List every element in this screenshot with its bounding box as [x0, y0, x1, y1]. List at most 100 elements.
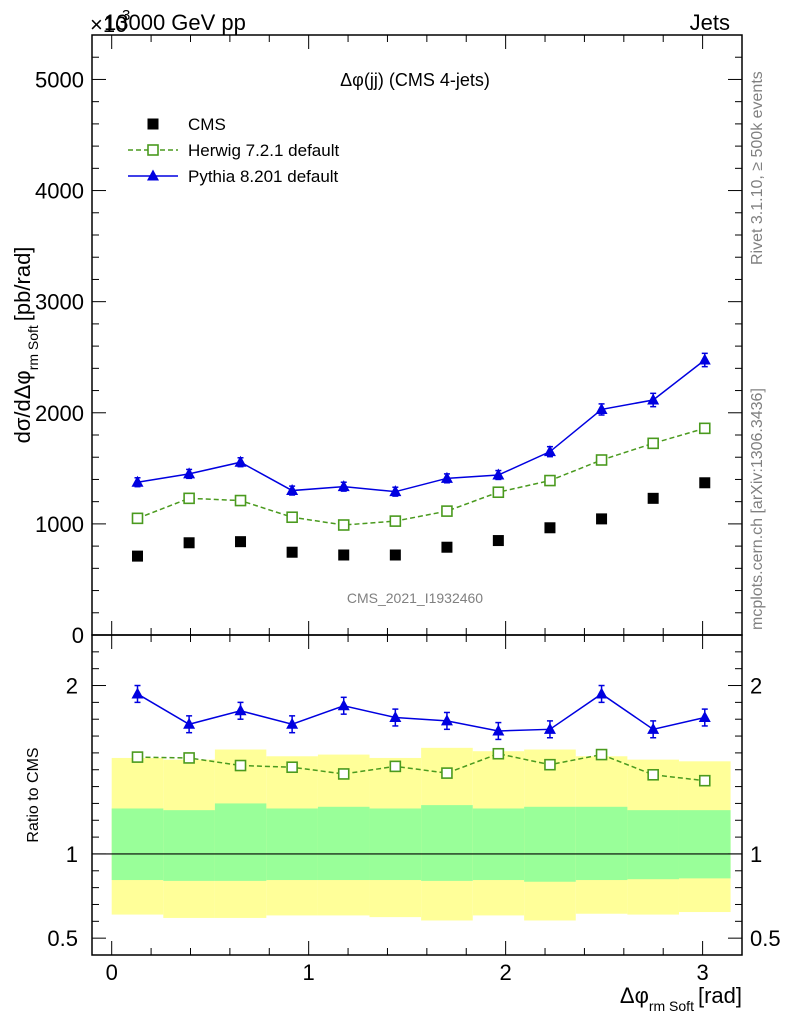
exponent-power: 3: [122, 7, 130, 24]
ratio-frame: [91, 634, 743, 956]
main-point: [647, 437, 659, 450]
main-ytick-label: 4000: [35, 179, 84, 204]
ratio-xlabel: Δφrm Soft [rad]: [620, 983, 742, 1014]
ratio-point: [543, 722, 556, 734]
band-bin: [627, 810, 679, 880]
exponent-prefix: ×10: [90, 12, 127, 37]
legend-label: CMS: [188, 115, 226, 134]
band-bin: [369, 808, 422, 881]
band-bin: [317, 806, 370, 881]
legend-label: Herwig 7.2.1 default: [188, 141, 339, 160]
ratio-point: [286, 761, 298, 774]
ratio-point: [698, 774, 711, 787]
main-ytick-label: 3000: [35, 290, 84, 315]
main-point: [234, 494, 247, 507]
main-point: [337, 480, 350, 492]
ratio-point: [595, 748, 608, 761]
main-ytick-label: 5000: [35, 67, 84, 92]
main-line: [137, 359, 706, 493]
main-point: [131, 512, 144, 525]
ratio-point: [286, 717, 299, 729]
band-inner-uncertainty: [111, 803, 731, 882]
main-point: [234, 455, 247, 467]
svg-text:dσ/dΔφrm Soft[pb/rad]: dσ/dΔφrm Soft [pb/rad]: [10, 247, 41, 444]
ratio-point: [337, 768, 350, 780]
main-point: [699, 477, 711, 489]
ratio-point: [234, 704, 247, 716]
ratio-point: [441, 767, 453, 779]
main-point: [544, 474, 556, 487]
ratio-series-pythia: [131, 684, 711, 741]
main-point: [183, 537, 195, 549]
rivet-label: Rivet 3.1.10, ≥ 500k events: [749, 71, 766, 265]
main-point: [132, 550, 143, 562]
ratio-point: [647, 722, 660, 734]
main-line: [137, 427, 705, 526]
ratio-point: [183, 717, 196, 729]
main-point: [286, 546, 298, 558]
main-point: [441, 541, 453, 553]
band-bin: [472, 808, 525, 881]
main-point: [595, 454, 608, 466]
ratio-xtick-label: 1: [303, 960, 315, 985]
legend-label: Pythia 8.201 default: [188, 167, 339, 186]
main-point: [698, 353, 711, 365]
main-title: Δφ(jj) (CMS 4-jets): [340, 70, 490, 90]
band-bin: [111, 808, 164, 881]
category-label: Jets: [690, 10, 730, 35]
main-ylabel-main: dσ/dΔφ: [10, 370, 35, 443]
xlabel-main: Δφ: [620, 983, 649, 1008]
ratio-ylabel: Ratio to CMS: [25, 747, 42, 842]
legend-entry: Pythia 8.201 default: [128, 167, 339, 186]
ratio-ytick-label: 0.5: [47, 926, 78, 951]
main-point: [596, 513, 608, 525]
band-bin: [214, 803, 267, 881]
xlabel-unit: [rad]: [698, 983, 742, 1008]
main-point: [235, 536, 247, 548]
ratio-point: [183, 752, 195, 764]
main-point: [492, 468, 505, 480]
main-point: [647, 393, 660, 405]
legend: CMS Herwig 7.2.1 default Pythia 8.201 defa…: [128, 115, 339, 186]
main-point: [338, 549, 350, 561]
main-point: [492, 535, 504, 547]
main-series-pythia: [131, 352, 711, 497]
legend-entry: CMS: [147, 115, 226, 134]
band-bin: [266, 808, 318, 881]
legend-entry: Herwig 7.2.1 default: [128, 141, 339, 160]
main-point: [286, 484, 299, 496]
main-series-herwig: [131, 422, 711, 531]
main-ytick-label: 2000: [35, 401, 84, 426]
band-bin: [421, 805, 473, 881]
ratio-ytick-label-right: 0.5: [750, 926, 781, 951]
band-bin: [524, 806, 576, 882]
ratio-xtick-label: 3: [696, 960, 708, 985]
ratio-xtick-label: 2: [500, 960, 512, 985]
process-label: 13000 GeV pp: [104, 10, 246, 35]
main-point: [492, 486, 505, 499]
main-ytick-label: 0: [72, 623, 84, 648]
main-point: [389, 549, 401, 561]
main-point: [647, 492, 659, 504]
legend-marker: [147, 118, 159, 130]
main-point: [595, 402, 608, 414]
main-point: [440, 471, 453, 483]
legend-marker: [147, 169, 159, 181]
watermark: CMS_2021_I1932460: [347, 590, 483, 606]
ratio-point: [131, 751, 144, 763]
ratio-xtick-label: 0: [106, 960, 118, 985]
ratio-point: [440, 714, 453, 726]
ratio-point: [131, 687, 144, 699]
figure-header: ×10 3 13000 GeV pp Jets: [90, 7, 730, 37]
ratio-point: [492, 724, 505, 736]
ratio-point: [234, 759, 247, 772]
ratio-point: [647, 768, 659, 781]
ratio-point: [492, 747, 505, 760]
main-ytick-label: 1000: [35, 512, 84, 537]
main-point: [131, 475, 144, 487]
legend-marker: [147, 144, 159, 156]
main-point: [544, 522, 556, 534]
ratio-ytick-label-right: 2: [750, 674, 762, 699]
main-point: [183, 492, 195, 505]
